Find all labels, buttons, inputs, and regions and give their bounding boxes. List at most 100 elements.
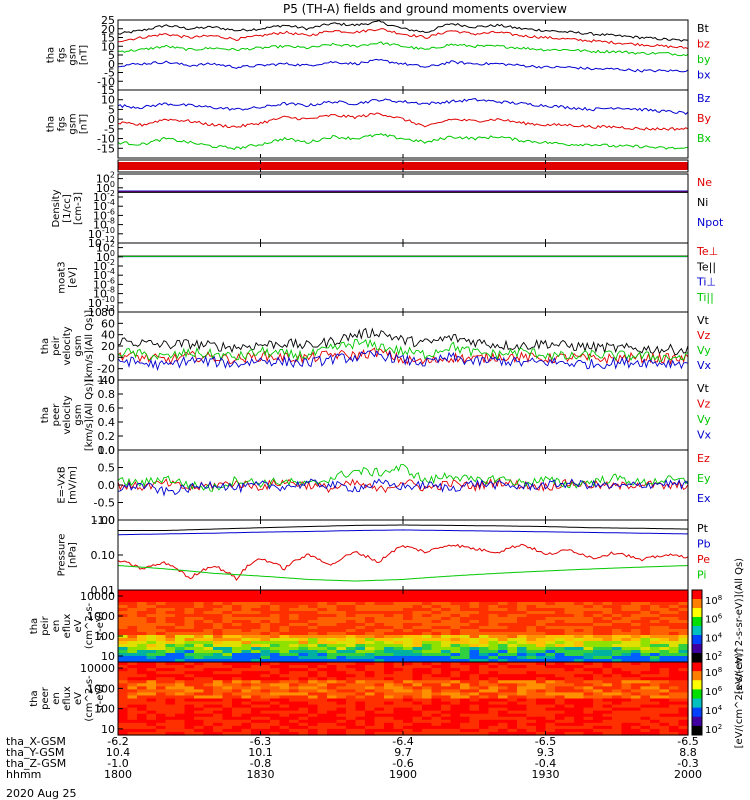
heatmap-cell bbox=[384, 596, 395, 600]
heatmap-cell bbox=[194, 596, 205, 600]
heatmap-cell bbox=[640, 653, 651, 657]
heatmap-cell bbox=[203, 671, 214, 675]
heatmap-cell bbox=[194, 599, 205, 603]
heatmap-cell bbox=[336, 593, 347, 597]
heatmap-cell bbox=[308, 689, 319, 694]
heatmap-cell bbox=[184, 686, 195, 690]
heatmap-cell bbox=[678, 647, 689, 651]
heatmap-cell bbox=[564, 677, 575, 681]
heatmap-cell bbox=[659, 710, 670, 715]
heatmap-cell bbox=[536, 716, 547, 721]
heatmap-cell bbox=[203, 695, 214, 700]
heatmap-cell bbox=[203, 593, 214, 597]
heatmap-cell bbox=[583, 656, 594, 660]
heatmap-cell bbox=[488, 698, 499, 703]
heatmap-cell bbox=[422, 680, 433, 684]
heatmap-cell bbox=[222, 671, 233, 675]
heatmap-cell bbox=[118, 692, 129, 697]
heatmap-cell bbox=[479, 614, 490, 618]
heatmap-cell bbox=[640, 722, 651, 727]
heatmap-cell bbox=[640, 620, 651, 624]
heatmap-cell bbox=[213, 644, 224, 648]
heatmap-cell bbox=[260, 614, 271, 618]
heatmap-cell bbox=[156, 698, 167, 703]
heatmap-cell bbox=[650, 719, 661, 724]
heatmap-cell bbox=[260, 713, 271, 718]
heatmap-cell bbox=[203, 689, 214, 694]
heatmap-cell bbox=[631, 677, 642, 681]
heatmap-cell bbox=[678, 590, 689, 594]
heatmap-cell bbox=[450, 704, 461, 709]
heatmap-cell bbox=[374, 590, 385, 594]
heatmap-cell bbox=[526, 614, 537, 618]
heatmap-cell bbox=[222, 665, 233, 669]
heatmap-cell bbox=[279, 710, 290, 715]
heatmap-cell bbox=[355, 686, 366, 690]
heatmap-cell bbox=[184, 611, 195, 615]
heatmap-cell bbox=[317, 644, 328, 648]
heatmap-cell bbox=[137, 695, 148, 700]
heatmap-cell bbox=[422, 590, 433, 594]
heatmap-cell bbox=[621, 725, 632, 730]
heatmap-cell bbox=[270, 704, 281, 709]
heatmap-cell bbox=[498, 722, 509, 727]
heatmap-cell bbox=[555, 686, 566, 690]
heatmap-cell bbox=[184, 722, 195, 727]
heatmap-cell bbox=[631, 602, 642, 606]
heatmap-cell bbox=[583, 650, 594, 654]
y-tick-label: 0.8 bbox=[98, 388, 116, 401]
heatmap-cell bbox=[203, 626, 214, 630]
heatmap-cell bbox=[336, 608, 347, 612]
heatmap-cell bbox=[640, 650, 651, 654]
heatmap-cell bbox=[137, 608, 148, 612]
heatmap-cell bbox=[555, 596, 566, 600]
heatmap-cell bbox=[555, 728, 566, 733]
heatmap-cell bbox=[194, 668, 205, 672]
heatmap-cell bbox=[251, 590, 262, 594]
heatmap-cell bbox=[156, 689, 167, 694]
series-pb bbox=[118, 529, 688, 536]
heatmap-cell bbox=[270, 599, 281, 603]
heatmap-cell bbox=[422, 611, 433, 615]
heatmap-cell bbox=[289, 632, 300, 636]
heatmap-cell bbox=[232, 605, 243, 609]
heatmap-cell bbox=[260, 596, 271, 600]
heatmap-cell bbox=[517, 725, 528, 730]
heatmap-cell bbox=[507, 596, 518, 600]
heatmap-cell bbox=[270, 713, 281, 718]
heatmap-cell bbox=[298, 698, 309, 703]
y-tick-label: 0 bbox=[108, 113, 115, 126]
heatmap-cell bbox=[602, 683, 613, 687]
heatmap-cell bbox=[118, 674, 129, 678]
heatmap-cell bbox=[507, 707, 518, 712]
heatmap-cell bbox=[336, 692, 347, 697]
x-axis-row-label: tha_Z-GSM bbox=[6, 757, 66, 770]
heatmap-cell bbox=[146, 632, 157, 636]
heatmap-cell bbox=[213, 641, 224, 645]
heatmap-cell bbox=[365, 638, 376, 642]
heatmap-cell bbox=[574, 689, 585, 694]
heatmap-cell bbox=[365, 689, 376, 694]
heatmap-cell bbox=[621, 677, 632, 681]
heatmap-cell bbox=[450, 635, 461, 639]
heatmap-cell bbox=[450, 695, 461, 700]
heatmap-cell bbox=[241, 668, 252, 672]
heatmap-cell bbox=[412, 701, 423, 706]
heatmap-cell bbox=[355, 713, 366, 718]
heatmap-cell bbox=[583, 707, 594, 712]
heatmap-cell bbox=[659, 644, 670, 648]
heatmap-cell bbox=[365, 629, 376, 633]
heatmap-cell bbox=[203, 692, 214, 697]
heatmap-cell bbox=[574, 716, 585, 721]
heatmap-cell bbox=[251, 719, 262, 724]
heatmap-cell bbox=[336, 665, 347, 669]
heatmap-cell bbox=[669, 599, 680, 603]
heatmap-cell bbox=[137, 623, 148, 627]
heatmap-cell bbox=[374, 599, 385, 603]
heatmap-cell bbox=[545, 692, 556, 697]
heatmap-cell bbox=[422, 701, 433, 706]
y-tick-label: -40 bbox=[97, 374, 115, 387]
heatmap-cell bbox=[631, 716, 642, 721]
heatmap-cell bbox=[298, 701, 309, 706]
heatmap-cell bbox=[403, 716, 414, 721]
